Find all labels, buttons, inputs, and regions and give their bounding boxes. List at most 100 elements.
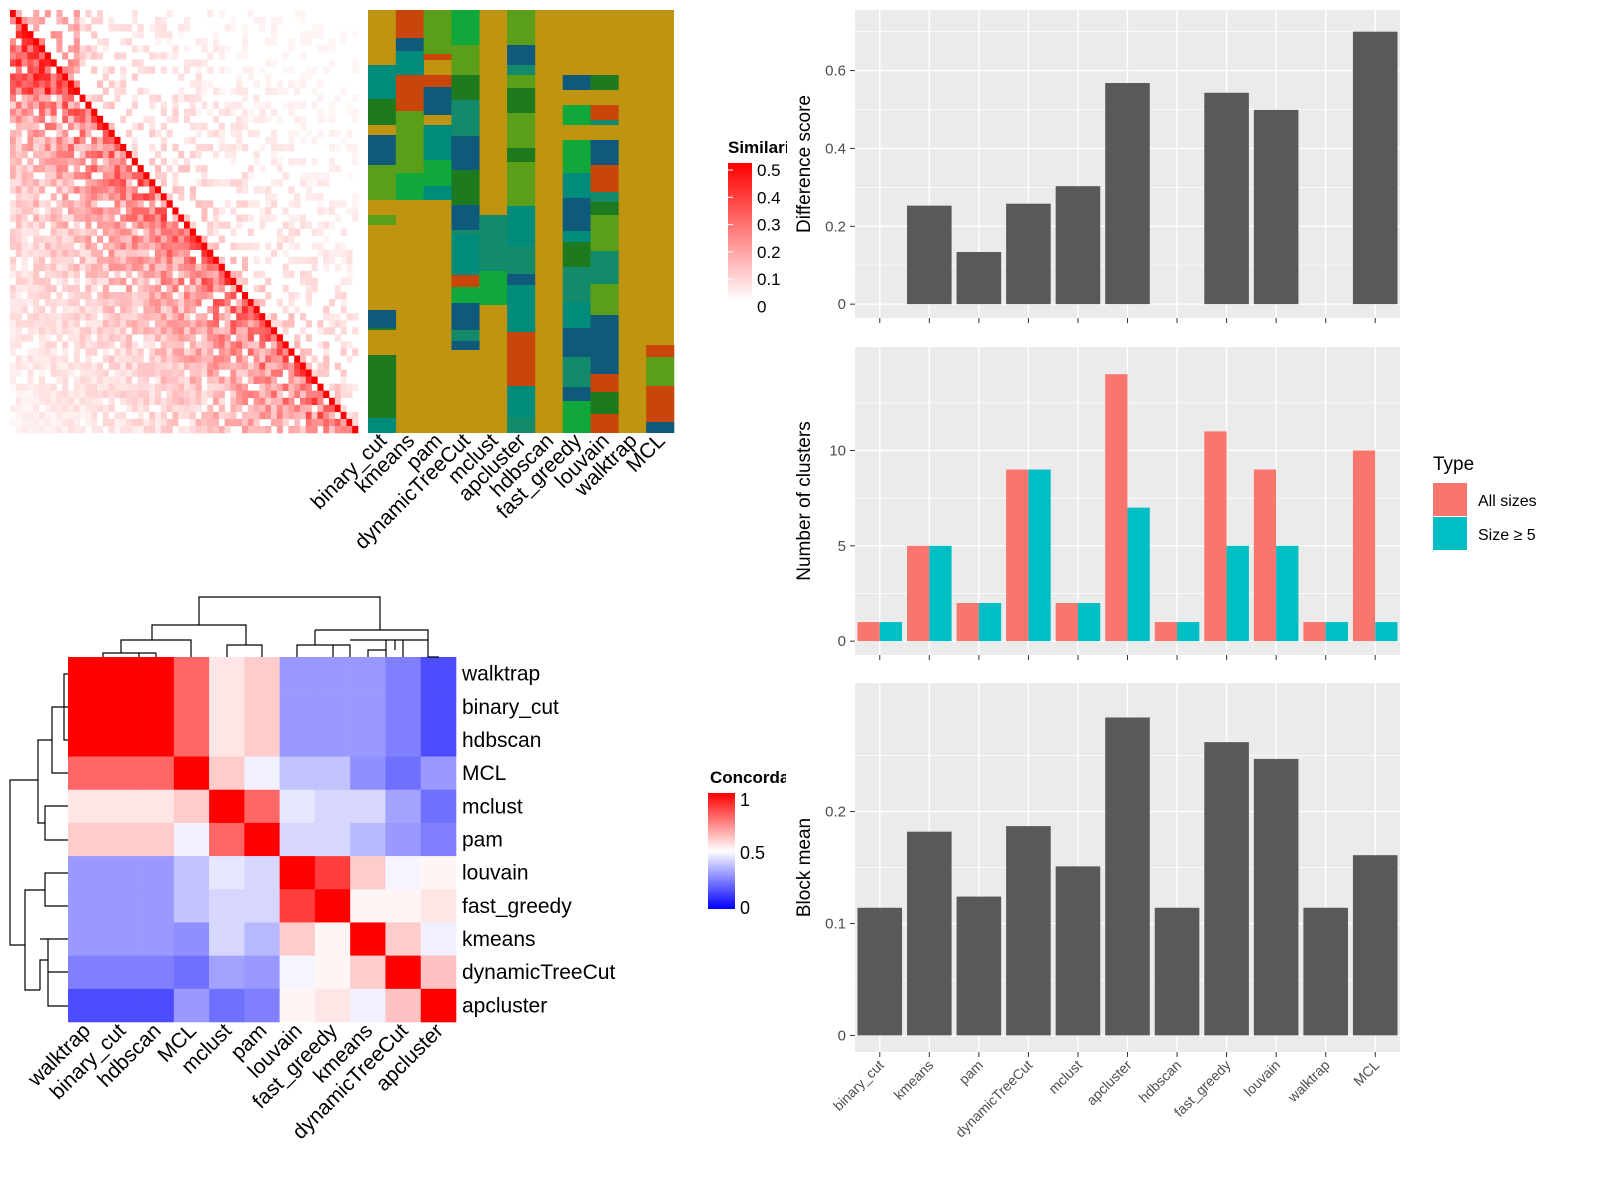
similarity-cell (56, 31, 63, 39)
similarity-cell (85, 355, 92, 363)
similarity-cell (21, 17, 28, 25)
similarity-cell (91, 179, 98, 187)
similarity-cell (334, 320, 341, 328)
similarity-cell (85, 284, 92, 293)
similarity-cell (50, 221, 57, 229)
similarity-cell (15, 151, 22, 159)
similarity-cell (300, 221, 307, 229)
similarity-cell (120, 292, 127, 300)
similarity-cell (50, 411, 57, 420)
similarity-cell (155, 292, 162, 300)
similarity-cell (44, 242, 51, 250)
similarity-cell (201, 390, 208, 399)
similarity-cell (10, 59, 17, 67)
cluster-cell-apcluster (507, 45, 536, 65)
similarity-cell (73, 108, 80, 117)
similarity-cell (317, 200, 324, 208)
cluster-cell-binary_cut (368, 165, 397, 200)
similarity-cell (137, 59, 144, 67)
similarity-cell (259, 284, 266, 293)
similarity-cell (195, 397, 202, 406)
similarity-cell (149, 235, 156, 243)
similarity-cell (126, 341, 133, 349)
similarity-cell (27, 193, 34, 201)
similarity-cell (33, 221, 40, 229)
similarity-cell (131, 45, 138, 53)
similarity-cell (207, 263, 214, 272)
x-tick-label: MCL (1350, 1057, 1382, 1089)
cluster-cell-louvain (590, 315, 619, 339)
similarity-cell (259, 355, 266, 363)
similarity-cell (137, 256, 144, 265)
similarity-cell (294, 404, 301, 413)
similarity-cell (21, 207, 28, 215)
similarity-cell (27, 31, 34, 39)
similarity-cell (102, 404, 109, 413)
similarity-cell (126, 418, 133, 427)
similarity-cell (323, 348, 330, 356)
similarity-cell (44, 200, 51, 208)
similarity-cell (44, 299, 51, 307)
similarity-cell (340, 320, 347, 328)
concordance-cell-MCL-dynamicTreeCut (385, 756, 422, 791)
similarity-cell (39, 143, 46, 152)
similarity-cell (137, 87, 144, 95)
similarity-cell (294, 129, 301, 138)
similarity-cell (126, 313, 133, 321)
similarity-cell (120, 313, 127, 321)
cluster-cell-louvain (590, 202, 619, 215)
similarity-cell (27, 122, 34, 131)
similarity-cell (271, 24, 278, 32)
similarity-cell (114, 376, 121, 384)
similarity-cell (50, 151, 57, 159)
similarity-cell (137, 383, 144, 391)
similarity-cell (33, 411, 40, 420)
similarity-cell (236, 129, 243, 138)
similarity-cell (62, 362, 69, 370)
similarity-cell (230, 348, 237, 356)
similarity-cell (155, 24, 162, 32)
similarity-cell (311, 24, 318, 32)
similarity-cell (114, 299, 121, 307)
similarity-cell (271, 87, 278, 95)
similarity-cell (224, 348, 231, 356)
similarity-cell (137, 411, 144, 420)
similarity-cell (126, 151, 133, 159)
similarity-cell (131, 390, 138, 399)
concordance-cell-kmeans-walktrap (68, 922, 104, 956)
similarity-cell (50, 270, 57, 279)
similarity-cell (114, 136, 121, 145)
similarity-cell (178, 404, 185, 413)
similarity-cell (131, 355, 138, 363)
similarity-cell (230, 376, 237, 384)
similarity-cell (213, 376, 220, 384)
similarity-cell (155, 320, 162, 328)
similarity-cell (230, 24, 237, 32)
similarity-cell (126, 24, 133, 32)
similarity-cell (276, 404, 283, 413)
similarity-cell (68, 263, 75, 272)
similarity-cell (21, 101, 28, 109)
similarity-cell (207, 66, 214, 74)
similarity-cell (137, 172, 144, 180)
similarity-cell (21, 404, 28, 413)
similarity-cell (247, 341, 254, 349)
similarity-cell (155, 327, 162, 335)
similarity-cell (160, 52, 167, 60)
similarity-cell (160, 362, 167, 370)
similarity-cell (15, 327, 22, 335)
similarity-cell (50, 214, 57, 222)
similarity-cell (91, 306, 98, 314)
similarity-cell (85, 10, 92, 18)
similarity-cell (91, 277, 98, 286)
similarity-cell (91, 284, 98, 293)
similarity-cell (85, 242, 92, 250)
concordance-cell-binary_cut-MCL (173, 690, 210, 724)
similarity-cell (56, 376, 63, 384)
similarity-cell (259, 334, 266, 342)
similarity-cell (311, 136, 318, 145)
similarity-cell (10, 94, 17, 102)
similarity-cell (317, 193, 324, 201)
similarity-cell (21, 24, 28, 32)
similarity-cell (195, 299, 202, 307)
